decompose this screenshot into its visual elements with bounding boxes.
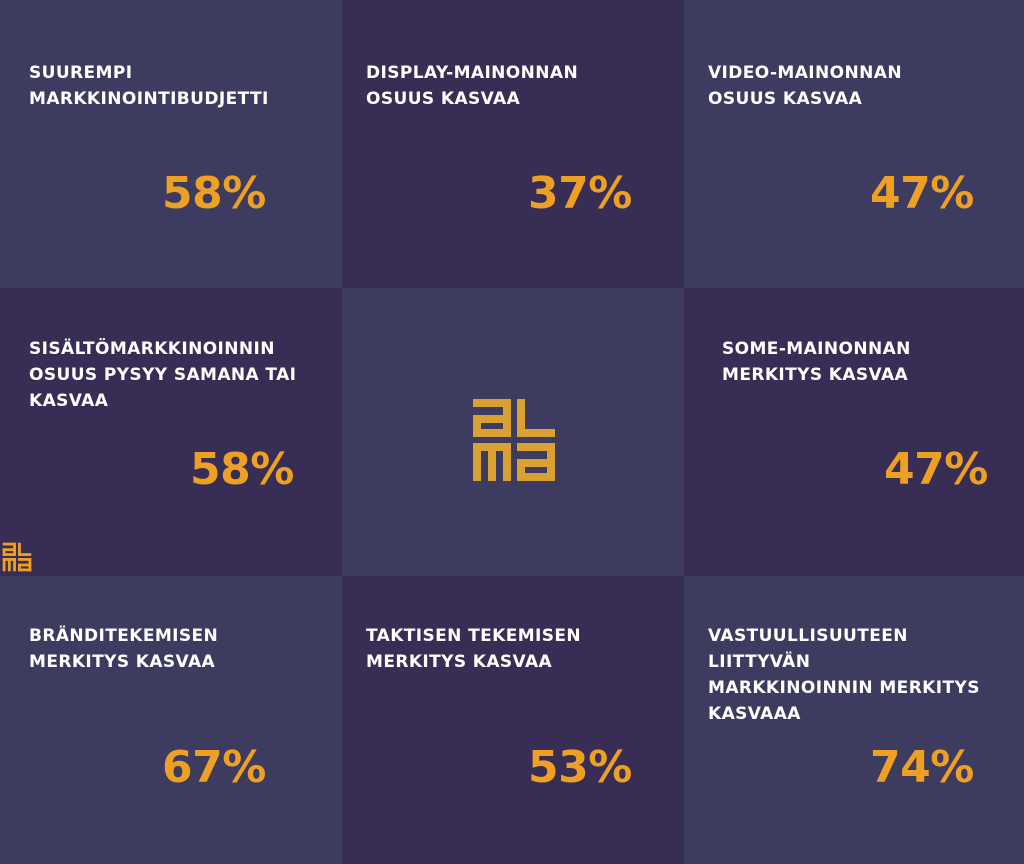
tile-marketing-budget: SUUREMPI MARKKINOINTIBUDJETTI 58% xyxy=(0,0,342,288)
tile-display-advertising: DISPLAY-MAINONNAN OSUUS KASVAA 37% xyxy=(342,0,684,288)
tile-percentage: 53% xyxy=(528,742,632,793)
tile-percentage: 47% xyxy=(884,444,988,495)
tile-percentage: 37% xyxy=(528,168,632,219)
tile-percentage: 47% xyxy=(870,168,974,219)
tile-percentage: 74% xyxy=(870,742,974,793)
tile-label: SOME-MAINONNAN MERKITYS KASVAA xyxy=(722,339,911,385)
alma-logo-small xyxy=(2,542,32,572)
tile-brand-building: BRÄNDITEKEMISEN MERKITYS KASVAA 67% xyxy=(0,576,342,864)
tile-tactical-marketing: TAKTISEN TEKEMISEN MERKITYS KASVAA 53% xyxy=(342,576,684,864)
alma-logo xyxy=(473,399,555,481)
tile-label: DISPLAY-MAINONNAN OSUUS KASVAA xyxy=(366,63,579,109)
tile-content-marketing: SISÄLTÖMARKKINOINNIN OSUUS PYSYY SAMANA … xyxy=(0,288,342,576)
tile-percentage: 58% xyxy=(162,168,266,219)
tile-label: BRÄNDITEKEMISEN MERKITYS KASVAA xyxy=(29,626,219,672)
tile-center-logo xyxy=(342,288,684,576)
tile-label: SUUREMPI MARKKINOINTIBUDJETTI xyxy=(29,63,269,109)
tile-percentage: 58% xyxy=(190,444,294,495)
tile-percentage: 67% xyxy=(162,742,266,793)
tile-social-media-advertising: SOME-MAINONNAN MERKITYS KASVAA 47% xyxy=(684,288,1024,576)
tile-label: VIDEO-MAINONNAN OSUUS KASVAA xyxy=(708,63,902,109)
tile-responsible-marketing: VASTUULLISUUTEEN LIITTYVÄN MARKKINOINNIN… xyxy=(684,576,1024,864)
tile-video-advertising: VIDEO-MAINONNAN OSUUS KASVAA 47% xyxy=(684,0,1024,288)
tile-label: VASTUULLISUUTEEN LIITTYVÄN MARKKINOINNIN… xyxy=(708,626,980,724)
tile-label: TAKTISEN TEKEMISEN MERKITYS KASVAA xyxy=(366,626,582,672)
tile-label: SISÄLTÖMARKKINOINNIN OSUUS PYSYY SAMANA … xyxy=(29,339,297,411)
